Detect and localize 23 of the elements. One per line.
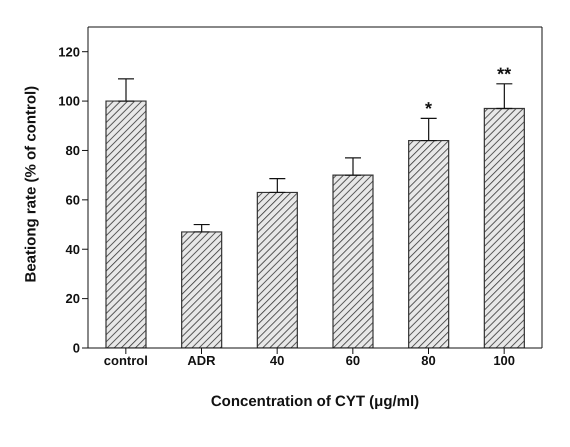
y-tick-label: 80 (66, 143, 80, 158)
x-tick-label: 100 (493, 353, 516, 368)
y-tick-label: 60 (66, 192, 80, 208)
y-tick-label: 20 (66, 291, 80, 306)
bar (105, 100, 147, 348)
bar (484, 108, 525, 348)
x-tick-label: 40 (270, 353, 284, 368)
bar (181, 231, 222, 348)
y-axis-title: Beationg rate (% of control) (22, 86, 40, 282)
x-tick-label: 60 (346, 353, 360, 368)
x-axis-title: Concentration of CYT (μg/ml) (210, 393, 420, 410)
x-tick-label: 80 (421, 353, 436, 368)
y-tick-label: 0 (72, 340, 80, 356)
x-tick-label: control (104, 353, 148, 368)
bar (256, 192, 298, 348)
y-tick-label: 100 (58, 94, 80, 109)
y-tick-label: 40 (66, 242, 80, 257)
annotation: * (424, 98, 432, 118)
y-tick-label: 120 (58, 44, 80, 60)
annotation: ** (497, 64, 512, 84)
x-tick-label: ADR (187, 353, 216, 368)
bar (332, 174, 374, 348)
bar (408, 140, 450, 348)
